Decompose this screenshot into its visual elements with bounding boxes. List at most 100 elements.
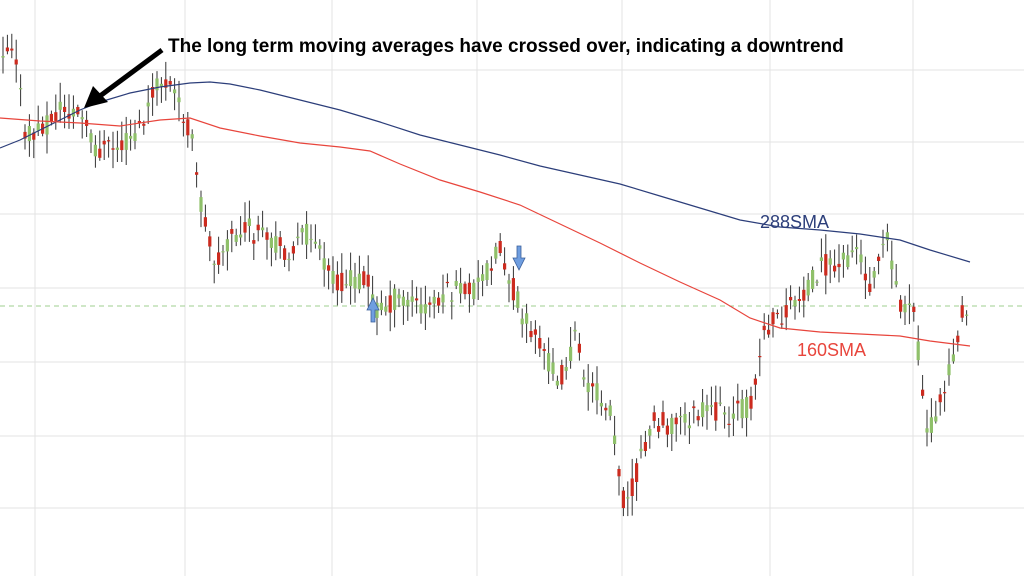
candle bbox=[397, 288, 401, 308]
candle-body bbox=[608, 405, 612, 416]
sma-160-label: 160SMA bbox=[797, 340, 866, 360]
candle-body bbox=[714, 402, 718, 421]
candle bbox=[613, 415, 617, 456]
candle bbox=[239, 216, 243, 246]
candle bbox=[731, 396, 735, 436]
candle-body bbox=[723, 412, 727, 415]
candle-body bbox=[344, 284, 348, 286]
candle bbox=[195, 162, 199, 188]
candle bbox=[437, 292, 441, 313]
candle bbox=[767, 314, 771, 338]
candle bbox=[925, 409, 929, 447]
candle bbox=[423, 285, 427, 330]
candle bbox=[833, 249, 837, 278]
candle-body bbox=[727, 423, 731, 425]
candle bbox=[819, 238, 823, 273]
candle-body bbox=[824, 254, 828, 276]
candle-body bbox=[921, 389, 925, 396]
candle-body bbox=[234, 235, 238, 242]
candle-body bbox=[806, 279, 810, 296]
candle-body bbox=[586, 382, 590, 393]
candle bbox=[494, 242, 498, 264]
candle-body bbox=[195, 172, 199, 175]
candle-body bbox=[230, 229, 234, 234]
candle bbox=[489, 256, 493, 285]
candle bbox=[177, 80, 181, 122]
candle bbox=[577, 332, 581, 361]
candle-body bbox=[247, 218, 251, 226]
candle bbox=[569, 327, 573, 369]
candle bbox=[335, 261, 339, 306]
candle-body bbox=[463, 283, 467, 295]
candle-body bbox=[239, 234, 243, 238]
candle-body bbox=[357, 273, 361, 290]
candle-body bbox=[133, 133, 137, 141]
candle-body bbox=[943, 392, 947, 394]
candle-body bbox=[837, 263, 841, 268]
candle-body bbox=[525, 313, 529, 324]
candle bbox=[98, 130, 102, 161]
candle bbox=[120, 121, 124, 162]
candle bbox=[89, 129, 93, 153]
candle-body bbox=[626, 497, 630, 499]
candle-body bbox=[819, 257, 823, 261]
candle-body bbox=[784, 305, 788, 318]
candle bbox=[485, 260, 489, 286]
candle bbox=[881, 229, 885, 258]
candle bbox=[283, 245, 287, 267]
candle bbox=[463, 281, 467, 300]
candle bbox=[322, 242, 326, 287]
candle bbox=[472, 279, 476, 306]
candle-body bbox=[459, 283, 463, 294]
candle bbox=[124, 116, 128, 165]
candle bbox=[736, 383, 740, 421]
candle bbox=[432, 289, 436, 319]
candle bbox=[10, 33, 14, 59]
candle-body bbox=[670, 417, 674, 434]
candle bbox=[701, 389, 705, 427]
candle bbox=[608, 399, 612, 421]
candle-body bbox=[362, 271, 366, 286]
candle-body bbox=[49, 113, 53, 123]
candle bbox=[45, 101, 49, 154]
candle bbox=[529, 321, 533, 343]
candle-body bbox=[366, 274, 370, 287]
candle-body bbox=[912, 306, 916, 312]
candle bbox=[771, 307, 775, 338]
candle bbox=[384, 296, 388, 316]
candle-body bbox=[903, 304, 907, 313]
candle bbox=[775, 309, 779, 319]
candle bbox=[665, 418, 669, 448]
candle bbox=[243, 202, 247, 242]
candle-body bbox=[507, 280, 511, 284]
signal-arrows bbox=[366, 245, 526, 323]
candle-body bbox=[516, 291, 520, 308]
candle-body bbox=[5, 47, 9, 52]
candle bbox=[947, 348, 951, 386]
candle-body bbox=[789, 297, 793, 301]
candle bbox=[252, 233, 256, 260]
candle bbox=[111, 131, 115, 169]
candle-body bbox=[648, 429, 652, 436]
candle-body bbox=[445, 281, 449, 284]
candle-body bbox=[10, 48, 14, 51]
candle bbox=[80, 110, 84, 139]
candle bbox=[582, 369, 586, 387]
candle-body bbox=[802, 289, 806, 301]
candle-body bbox=[868, 283, 872, 292]
candle-body bbox=[406, 299, 410, 306]
candle bbox=[67, 94, 71, 129]
candle bbox=[327, 258, 331, 290]
candle-body bbox=[547, 353, 551, 372]
candle-body bbox=[692, 406, 696, 409]
candle-body bbox=[80, 117, 84, 120]
candle-body bbox=[93, 144, 97, 157]
candle bbox=[300, 224, 304, 245]
candle-body bbox=[771, 312, 775, 325]
candle-body bbox=[173, 89, 177, 94]
candle bbox=[265, 227, 269, 260]
candle-body bbox=[349, 270, 353, 287]
candle bbox=[674, 412, 678, 442]
candle-body bbox=[476, 277, 480, 282]
candle-body bbox=[291, 246, 295, 254]
